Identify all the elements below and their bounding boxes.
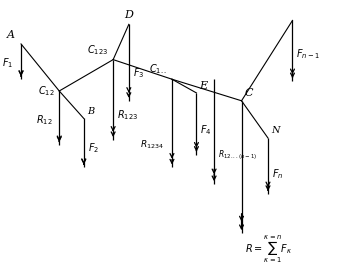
Text: $F_4$: $F_4$ [200,123,212,137]
Text: $F_3$: $F_3$ [133,66,144,80]
Text: E: E [199,81,207,91]
Text: $F_1$: $F_1$ [2,57,13,70]
Text: $C_{123}$: $C_{123}$ [87,43,108,57]
Text: $R_{123}$: $R_{123}$ [117,109,138,122]
Text: $C_{12}$: $C_{12}$ [38,84,54,98]
Text: $R=\sum_{\kappa=1}^{\kappa=n} F_{\kappa}$: $R=\sum_{\kappa=1}^{\kappa=n} F_{\kappa}… [245,234,293,265]
Text: C: C [244,88,253,98]
Text: $F_2$: $F_2$ [88,141,99,155]
Text: $F_{n-1}$: $F_{n-1}$ [296,47,320,61]
Text: B: B [87,108,94,116]
Text: $C_{1..}$: $C_{1..}$ [149,63,167,76]
Text: D: D [124,10,133,20]
Text: A: A [7,30,15,40]
Text: $R_{1234}$: $R_{1234}$ [140,139,164,151]
Text: $R_{12...(n-1)}$: $R_{12...(n-1)}$ [218,148,257,162]
Text: $F_n$: $F_n$ [272,167,283,181]
Text: $R_{12}$: $R_{12}$ [36,113,53,127]
Text: N: N [271,126,279,135]
